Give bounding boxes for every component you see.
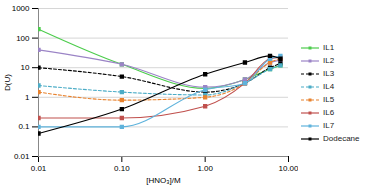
svg-text:0.10: 0.10	[114, 164, 130, 173]
svg-text:10: 10	[21, 63, 30, 72]
html-text:IL6: IL6	[323, 108, 335, 117]
html-text:IL1: IL1	[323, 43, 335, 52]
html-text:IL3: IL3	[323, 69, 335, 78]
html-text:IL5: IL5	[323, 95, 335, 104]
svg-text:0.01: 0.01	[14, 152, 30, 161]
svg-text:1: 1	[25, 93, 30, 102]
svg-text:0.01: 0.01	[31, 164, 47, 173]
svg-text:0.1: 0.1	[18, 122, 30, 131]
html-text:Dodecane: Dodecane	[323, 134, 360, 143]
svg-text:[HNO₃]/M: [HNO₃]/M	[146, 176, 181, 185]
svg-text:10.00: 10.00	[278, 164, 298, 173]
svg-text:1000: 1000	[12, 4, 30, 13]
svg-text:100: 100	[16, 34, 30, 43]
html-text:IL7: IL7	[323, 121, 335, 130]
svg-text:D(U): D(U)	[3, 74, 12, 91]
svg-text:1.00: 1.00	[197, 164, 213, 173]
html-text:IL2: IL2	[323, 56, 335, 65]
html-text:IL4: IL4	[323, 82, 335, 91]
